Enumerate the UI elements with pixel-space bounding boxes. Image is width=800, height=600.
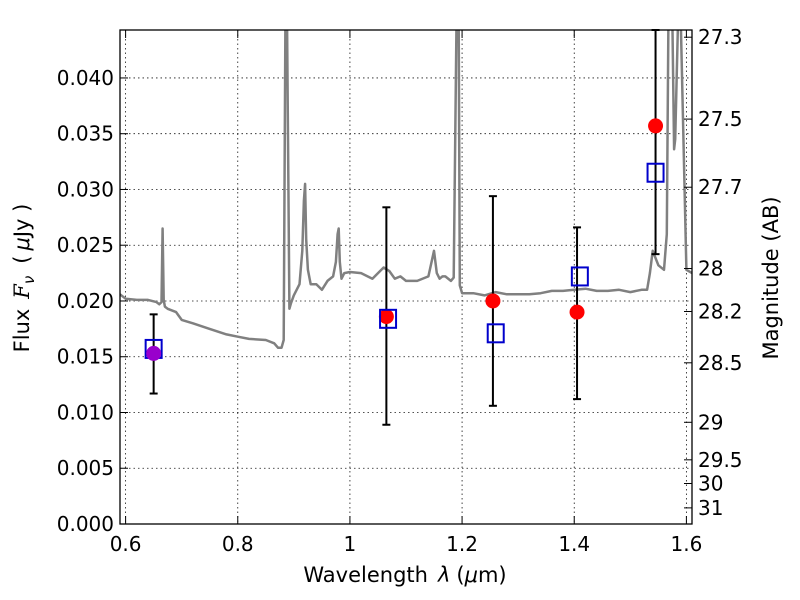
model-sed-spectrum (120, 30, 692, 350)
y2-tick-label: 30 (698, 472, 723, 496)
y-tick-label: 0.030 (57, 177, 114, 201)
y-tick-label: 0.040 (57, 66, 114, 90)
y2-tick-label: 27.5 (698, 107, 743, 131)
model-square (570, 266, 589, 287)
y-tick-label: 0.015 (57, 345, 114, 369)
y2-tick-label: 29 (698, 410, 723, 434)
y-axis-label: FluxFν(μJy ) (10, 204, 38, 353)
x-axis-ticks: 0.6 0.8 1 1.2 1.4 1.6 (110, 30, 702, 556)
y-tick-label: 0.025 (57, 233, 114, 257)
observed-point (648, 118, 664, 134)
x-tick-label: 0.8 (222, 532, 254, 556)
y2-tick-label: 27.7 (698, 175, 743, 199)
grid-lines (120, 30, 692, 524)
sed-line (120, 30, 692, 350)
y2-tick-label: 28.2 (698, 300, 743, 324)
y2-tick-label: 27.3 (698, 25, 743, 49)
y-tick-label: 0.005 (57, 456, 114, 480)
model-square (646, 162, 665, 183)
observed-point (485, 293, 501, 309)
observed-point (569, 304, 585, 320)
model-square (486, 323, 505, 344)
x-tick-label: 1.6 (670, 532, 702, 556)
observed-point (146, 345, 162, 361)
observed-point (378, 309, 394, 325)
x-tick-label: 1.2 (446, 532, 478, 556)
y2-tick-label: 31 (698, 496, 723, 520)
y2-tick-label: 28 (698, 257, 723, 281)
model-square (379, 308, 398, 329)
plot-frame (119, 29, 693, 525)
y2-axis-label: Magnitude (AB) (759, 196, 783, 359)
x-axis-label: Wavelength λ (μm) (303, 563, 506, 587)
x-tick-label: 1 (344, 532, 357, 556)
data-markers (144, 118, 665, 361)
y-tick-label: 0.000 (57, 512, 114, 536)
y-axis-ticks: 0.000 0.005 0.010 0.015 0.020 0.025 0.030 0.035… (57, 66, 128, 536)
y2-tick-label: 29.5 (698, 448, 743, 472)
error-bars (149, 29, 660, 426)
y-tick-label: 0.035 (57, 122, 114, 146)
x-tick-label: 0.6 (110, 532, 142, 556)
y-tick-label: 0.020 (57, 289, 114, 313)
y2-tick-label: 28.5 (698, 351, 743, 375)
y-tick-label: 0.010 (57, 400, 114, 424)
x-tick-label: 1.4 (558, 532, 590, 556)
